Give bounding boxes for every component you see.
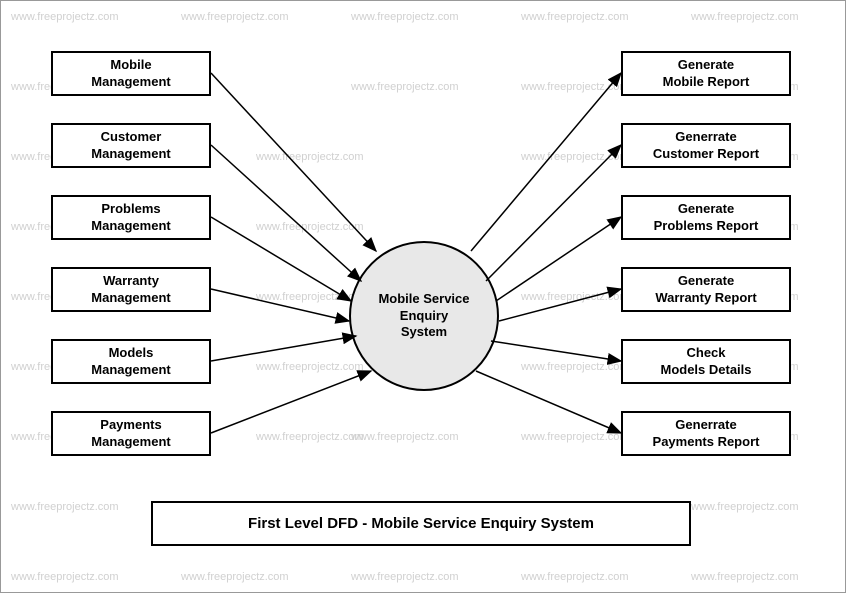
diagram-title-label: First Level DFD - Mobile Service Enquiry… [248,515,594,532]
left-box-label: MobileManagement [91,57,170,91]
center-process-label: Mobile ServiceEnquirySystem [378,291,469,342]
right-box-warranty-report: GenerateWarranty Report [621,267,791,312]
watermark-text: www.freeprojectz.com [181,571,289,583]
left-box-label: PaymentsManagement [91,417,170,451]
watermark-text: www.freeprojectz.com [351,81,459,93]
center-process-circle: Mobile ServiceEnquirySystem [349,241,499,391]
watermark-text: www.freeprojectz.com [11,571,119,583]
diagram-canvas: www.freeprojectz.comwww.freeprojectz.com… [0,0,846,593]
left-box-payments: PaymentsManagement [51,411,211,456]
watermark-text: www.freeprojectz.com [521,151,629,163]
watermark-text: www.freeprojectz.com [256,151,364,163]
left-box-problems: ProblemsManagement [51,195,211,240]
right-box-payments-report: GenerratePayments Report [621,411,791,456]
right-box-label: GenerateWarranty Report [655,273,756,307]
diagram-title-box: First Level DFD - Mobile Service Enquiry… [151,501,691,546]
left-box-label: CustomerManagement [91,129,170,163]
left-box-mobile: MobileManagement [51,51,211,96]
watermark-text: www.freeprojectz.com [11,501,119,513]
watermark-text: www.freeprojectz.com [521,81,629,93]
watermark-text: www.freeprojectz.com [691,501,799,513]
left-box-label: ModelsManagement [91,345,170,379]
left-box-customer: CustomerManagement [51,123,211,168]
right-box-label: GenerratePayments Report [653,417,760,451]
watermark-text: www.freeprojectz.com [256,221,364,233]
left-box-warranty: WarrantyManagement [51,267,211,312]
watermark-text: www.freeprojectz.com [691,11,799,23]
left-box-models: ModelsManagement [51,339,211,384]
watermark-text: www.freeprojectz.com [351,431,459,443]
watermark-text: www.freeprojectz.com [351,11,459,23]
left-box-label: ProblemsManagement [91,201,170,235]
watermark-text: www.freeprojectz.com [351,571,459,583]
watermark-text: www.freeprojectz.com [521,11,629,23]
watermark-text: www.freeprojectz.com [181,11,289,23]
watermark-text: www.freeprojectz.com [256,431,364,443]
watermark-text: www.freeprojectz.com [256,291,364,303]
watermark-text: www.freeprojectz.com [11,11,119,23]
left-box-label: WarrantyManagement [91,273,170,307]
right-box-mobile-report: GenerateMobile Report [621,51,791,96]
right-box-label: GenerateProblems Report [654,201,759,235]
watermark-text: www.freeprojectz.com [521,291,629,303]
watermark-text: www.freeprojectz.com [521,431,629,443]
watermark-text: www.freeprojectz.com [256,361,364,373]
watermark-text: www.freeprojectz.com [521,571,629,583]
watermark-text: www.freeprojectz.com [521,361,629,373]
right-box-label: CheckModels Details [660,345,751,379]
right-box-label: GenerrateCustomer Report [653,129,759,163]
watermark-text: www.freeprojectz.com [691,571,799,583]
right-box-models-details: CheckModels Details [621,339,791,384]
right-box-label: GenerateMobile Report [663,57,750,91]
right-box-customer-report: GenerrateCustomer Report [621,123,791,168]
right-box-problems-report: GenerateProblems Report [621,195,791,240]
